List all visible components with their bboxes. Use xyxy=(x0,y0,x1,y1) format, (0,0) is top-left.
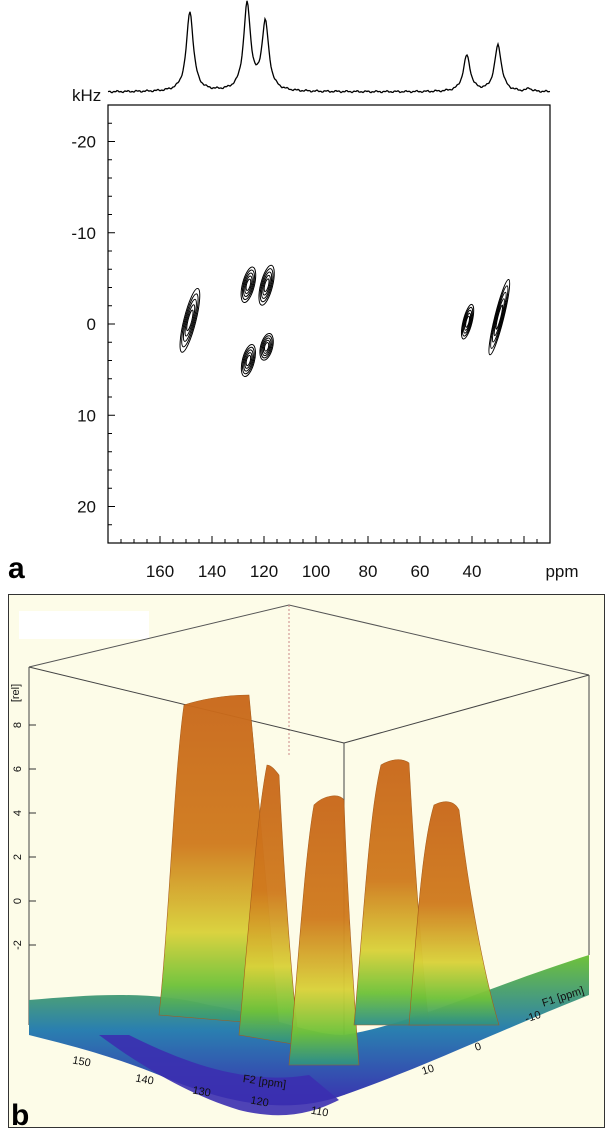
contour-line xyxy=(461,306,474,337)
z-tick-label: 2 xyxy=(12,854,24,860)
x-axis-label: F2 [ppm] xyxy=(242,1073,287,1091)
contour-line xyxy=(186,309,194,332)
contour-line xyxy=(261,271,273,299)
surface-peak xyxy=(288,795,360,1066)
contour-line xyxy=(243,349,254,372)
x-tick-label: 120 xyxy=(250,562,278,581)
z-tick-label: 4 xyxy=(12,810,24,816)
y-tick-label: 10 xyxy=(77,406,96,425)
z-tick-label: 6 xyxy=(12,766,24,772)
contour-line xyxy=(243,272,254,297)
contour-line xyxy=(245,354,252,367)
contour-line xyxy=(182,298,197,342)
contour-line xyxy=(179,287,201,353)
contour-line xyxy=(488,279,511,356)
x-tick-label: 140 xyxy=(134,1073,154,1088)
z-tick-label: 8 xyxy=(12,722,24,728)
x-tick-label: 110 xyxy=(310,1105,329,1120)
contour-line xyxy=(181,293,199,348)
z-tick-label: -2 xyxy=(12,940,24,950)
x-tick-label: 100 xyxy=(302,562,330,581)
panel-letter-b: b xyxy=(11,1099,29,1127)
contour-line xyxy=(184,304,196,337)
contour-line xyxy=(259,268,274,303)
projection-spectrum xyxy=(107,0,551,94)
surface-trough xyxy=(99,1035,339,1116)
panel-a: -20 -10 0 10 20 160 140 120 100 80 60 40 kHz ppm a xyxy=(8,0,579,585)
contour-peak xyxy=(179,287,201,353)
contour-peak xyxy=(259,332,274,361)
contour-line xyxy=(263,342,270,352)
contour-line xyxy=(460,303,475,340)
surface-peak xyxy=(238,764,300,1046)
plot-frame xyxy=(107,104,551,544)
z-tick-label: 0 xyxy=(12,898,24,904)
contour-line xyxy=(464,312,472,331)
x-axis-unit: ppm xyxy=(545,562,578,581)
contour-line xyxy=(262,274,271,296)
box-top-right-edge xyxy=(343,674,590,744)
x-tick-label: 150 xyxy=(71,1055,91,1070)
z-axis-label: [rel] xyxy=(10,684,22,702)
surface-chart: 8 6 4 2 0 -2 [rel] 150 140 130 120 110 F2 [ppm] 10 0 -1… xyxy=(10,604,590,1127)
y-tick-label: 0 xyxy=(473,1040,483,1053)
x-tick-label: 60 xyxy=(411,562,430,581)
contour-line xyxy=(244,352,253,369)
x-tick-label: 40 xyxy=(463,562,482,581)
y-axis-unit: kHz xyxy=(72,86,101,105)
contour-line xyxy=(261,337,272,357)
y-tick-label: 20 xyxy=(77,498,96,517)
contour-peak xyxy=(460,303,475,340)
contour-line xyxy=(241,269,255,301)
contour-line xyxy=(259,332,274,361)
contour-peak xyxy=(240,343,256,378)
x-tick-label: 120 xyxy=(249,1095,269,1110)
contour-line xyxy=(245,278,252,291)
x-tick-label: 80 xyxy=(359,562,378,581)
y-tick-label: -20 xyxy=(71,133,96,152)
surface-peak xyxy=(408,801,500,1026)
x-tick-label: 140 xyxy=(198,562,226,581)
contour-peak xyxy=(258,264,275,306)
contour-line xyxy=(493,298,505,337)
contour-line xyxy=(263,278,270,293)
contour-peak xyxy=(488,279,511,356)
contour-line xyxy=(495,304,504,330)
contour-line xyxy=(240,343,256,378)
contour-line xyxy=(242,346,255,375)
contour-line xyxy=(465,315,471,328)
y-tick-label: -10 xyxy=(524,1009,543,1025)
contour-line xyxy=(262,339,271,354)
contour-peak xyxy=(240,266,257,304)
x-tick-label: 160 xyxy=(146,562,174,581)
y-tick-label: 10 xyxy=(420,1063,435,1078)
panel-letter-a: a xyxy=(8,552,25,585)
contour-line xyxy=(260,335,273,359)
contour-line xyxy=(258,264,275,306)
contour-line xyxy=(240,266,257,304)
contour-line xyxy=(244,275,253,294)
x-tick-label: 130 xyxy=(191,1085,211,1100)
contour-chart: -20 -10 0 10 20 160 140 120 100 80 60 40 kHz ppm a xyxy=(8,0,579,585)
y-tick-label: -10 xyxy=(71,224,96,243)
contour-line xyxy=(490,285,509,349)
panel-b: 8 6 4 2 0 -2 [rel] 150 140 130 120 110 F2 [ppm] 10 0 -1… xyxy=(8,594,605,1128)
y-tick-label: 0 xyxy=(87,315,96,334)
title-placeholder xyxy=(19,611,149,639)
